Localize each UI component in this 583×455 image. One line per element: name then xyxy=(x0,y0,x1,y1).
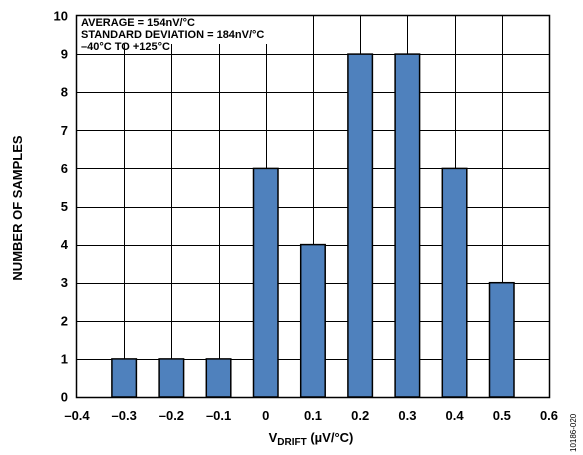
histogram-bar xyxy=(158,358,185,398)
y-tick-label: 4 xyxy=(61,237,69,252)
histogram-bar xyxy=(299,243,326,398)
x-axis-title: VDRIFT (µV/°C) xyxy=(269,430,354,448)
y-tick-label: 3 xyxy=(61,275,68,290)
annotation-std-dev: STANDARD DEVIATION = 184nV/°C xyxy=(81,29,264,41)
x-tick-labels: –0.4 –0.3 –0.2 –0.1 0 0.1 0.2 0.3 0.4 0.5 0.6 xyxy=(64,408,558,423)
y-tick-label: 5 xyxy=(61,199,68,214)
x-tick-label: –0.2 xyxy=(159,408,184,423)
x-axis-title-subscript: DRIFT xyxy=(277,437,306,448)
x-axis-title-main: V xyxy=(269,430,278,445)
histogram-bar xyxy=(394,53,421,398)
x-axis-title-unit: (µV/°C) xyxy=(307,430,354,445)
x-tick-label: 0 xyxy=(262,408,269,423)
histogram-bar xyxy=(205,358,232,398)
x-tick-label: 0.2 xyxy=(351,408,369,423)
histogram-bar xyxy=(488,281,515,398)
figure-id: 10186-020 xyxy=(569,413,578,452)
x-tick-label: 0.5 xyxy=(493,408,511,423)
histogram-bar xyxy=(441,167,468,398)
y-tick-label: 9 xyxy=(61,47,68,62)
annotation-average: AVERAGE = 154nV/°C xyxy=(81,17,195,29)
y-tick-label: 6 xyxy=(61,161,68,176)
annotation-box xyxy=(78,8,306,44)
y-tick-label: 2 xyxy=(61,313,68,328)
x-tick-label: 0.4 xyxy=(446,408,465,423)
x-tick-label: –0.3 xyxy=(112,408,137,423)
annotation-temp-range: –40°C TO +125°C xyxy=(81,41,170,53)
y-tick-label: 10 xyxy=(54,9,68,24)
x-tick-label: 0.6 xyxy=(540,408,558,423)
x-tick-label: 0.1 xyxy=(304,408,322,423)
y-tick-label: 1 xyxy=(61,351,68,366)
y-tick-label: 0 xyxy=(61,390,68,405)
y-tick-label: 7 xyxy=(61,123,68,138)
histogram-bar xyxy=(111,358,138,398)
plot-frame xyxy=(75,14,551,399)
y-axis-title: NUMBER OF SAMPLES xyxy=(10,135,25,281)
y-tick-labels: 0 1 2 3 4 5 6 7 8 9 10 xyxy=(54,9,69,405)
histogram-bar xyxy=(252,167,279,398)
x-tick-label: 0.3 xyxy=(398,408,416,423)
x-tick-label: –0.4 xyxy=(64,408,90,423)
x-tick-label: –0.1 xyxy=(206,408,231,423)
bars xyxy=(111,53,515,398)
histogram-bar xyxy=(347,53,374,398)
y-tick-label: 8 xyxy=(61,85,68,100)
